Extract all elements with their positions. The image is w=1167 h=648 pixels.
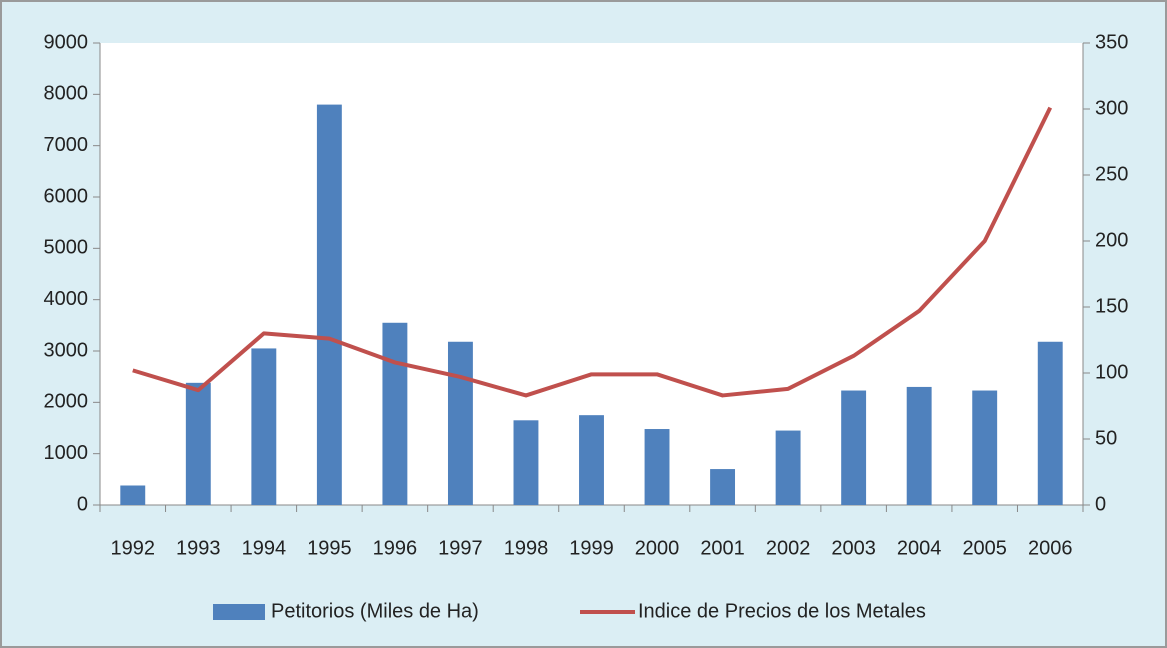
y-tick-label: 9000 (44, 31, 89, 53)
y2-tick-label: 100 (1095, 361, 1128, 383)
bar (644, 429, 670, 505)
bar (513, 420, 539, 505)
y2-tick-label: 200 (1095, 229, 1128, 251)
y-tick-label: 5000 (44, 237, 89, 259)
y2-tick-label: 0 (1095, 493, 1106, 515)
y2-tick-label: 50 (1095, 427, 1117, 449)
y-tick-label: 3000 (44, 339, 89, 361)
bar (382, 322, 408, 505)
legend-swatch (213, 604, 265, 620)
x-tick-label: 1992 (111, 537, 156, 559)
y-tick-label: 7000 (44, 134, 89, 156)
x-tick-label: 2003 (831, 537, 876, 559)
x-tick-label: 1998 (504, 537, 549, 559)
bar (841, 390, 867, 505)
bar (1037, 341, 1063, 505)
x-tick-label: 2002 (766, 537, 811, 559)
y-tick-label: 6000 (44, 185, 89, 207)
y-tick-label: 1000 (44, 442, 89, 464)
x-tick-label: 2000 (635, 537, 680, 559)
bar (775, 430, 801, 505)
x-tick-label: 2004 (897, 537, 942, 559)
bar (710, 469, 736, 505)
y2-tick-label: 350 (1095, 31, 1128, 53)
y2-tick-label: 150 (1095, 295, 1128, 317)
y-tick-label: 4000 (44, 288, 89, 310)
x-tick-label: 1995 (307, 537, 352, 559)
x-tick-label: 1994 (242, 537, 287, 559)
x-tick-label: 1997 (438, 537, 483, 559)
x-tick-label: 2005 (962, 537, 1007, 559)
line (132, 106, 1053, 398)
bar (579, 415, 604, 505)
y2-tick-label: 300 (1095, 97, 1128, 119)
bar (251, 348, 277, 505)
legend-label: Petitorios (Miles de Ha) (271, 600, 479, 622)
x-tick-label: 1993 (176, 537, 221, 559)
bar (316, 104, 342, 505)
x-tick-label: 2001 (700, 537, 745, 559)
y-tick-label: 0 (77, 493, 88, 515)
y-tick-label: 8000 (44, 83, 89, 105)
y-tick-label: 2000 (44, 391, 89, 413)
bar (447, 341, 473, 505)
x-tick-label: 1996 (373, 537, 418, 559)
x-tick-label: 1999 (569, 537, 614, 559)
bar (120, 485, 146, 505)
legend-label: Indice de Precios de los Metales (638, 600, 926, 622)
bar (906, 386, 932, 505)
y2-tick-label: 250 (1095, 163, 1128, 185)
bar (972, 390, 998, 505)
bar (185, 382, 211, 505)
x-tick-label: 2006 (1028, 537, 1073, 559)
